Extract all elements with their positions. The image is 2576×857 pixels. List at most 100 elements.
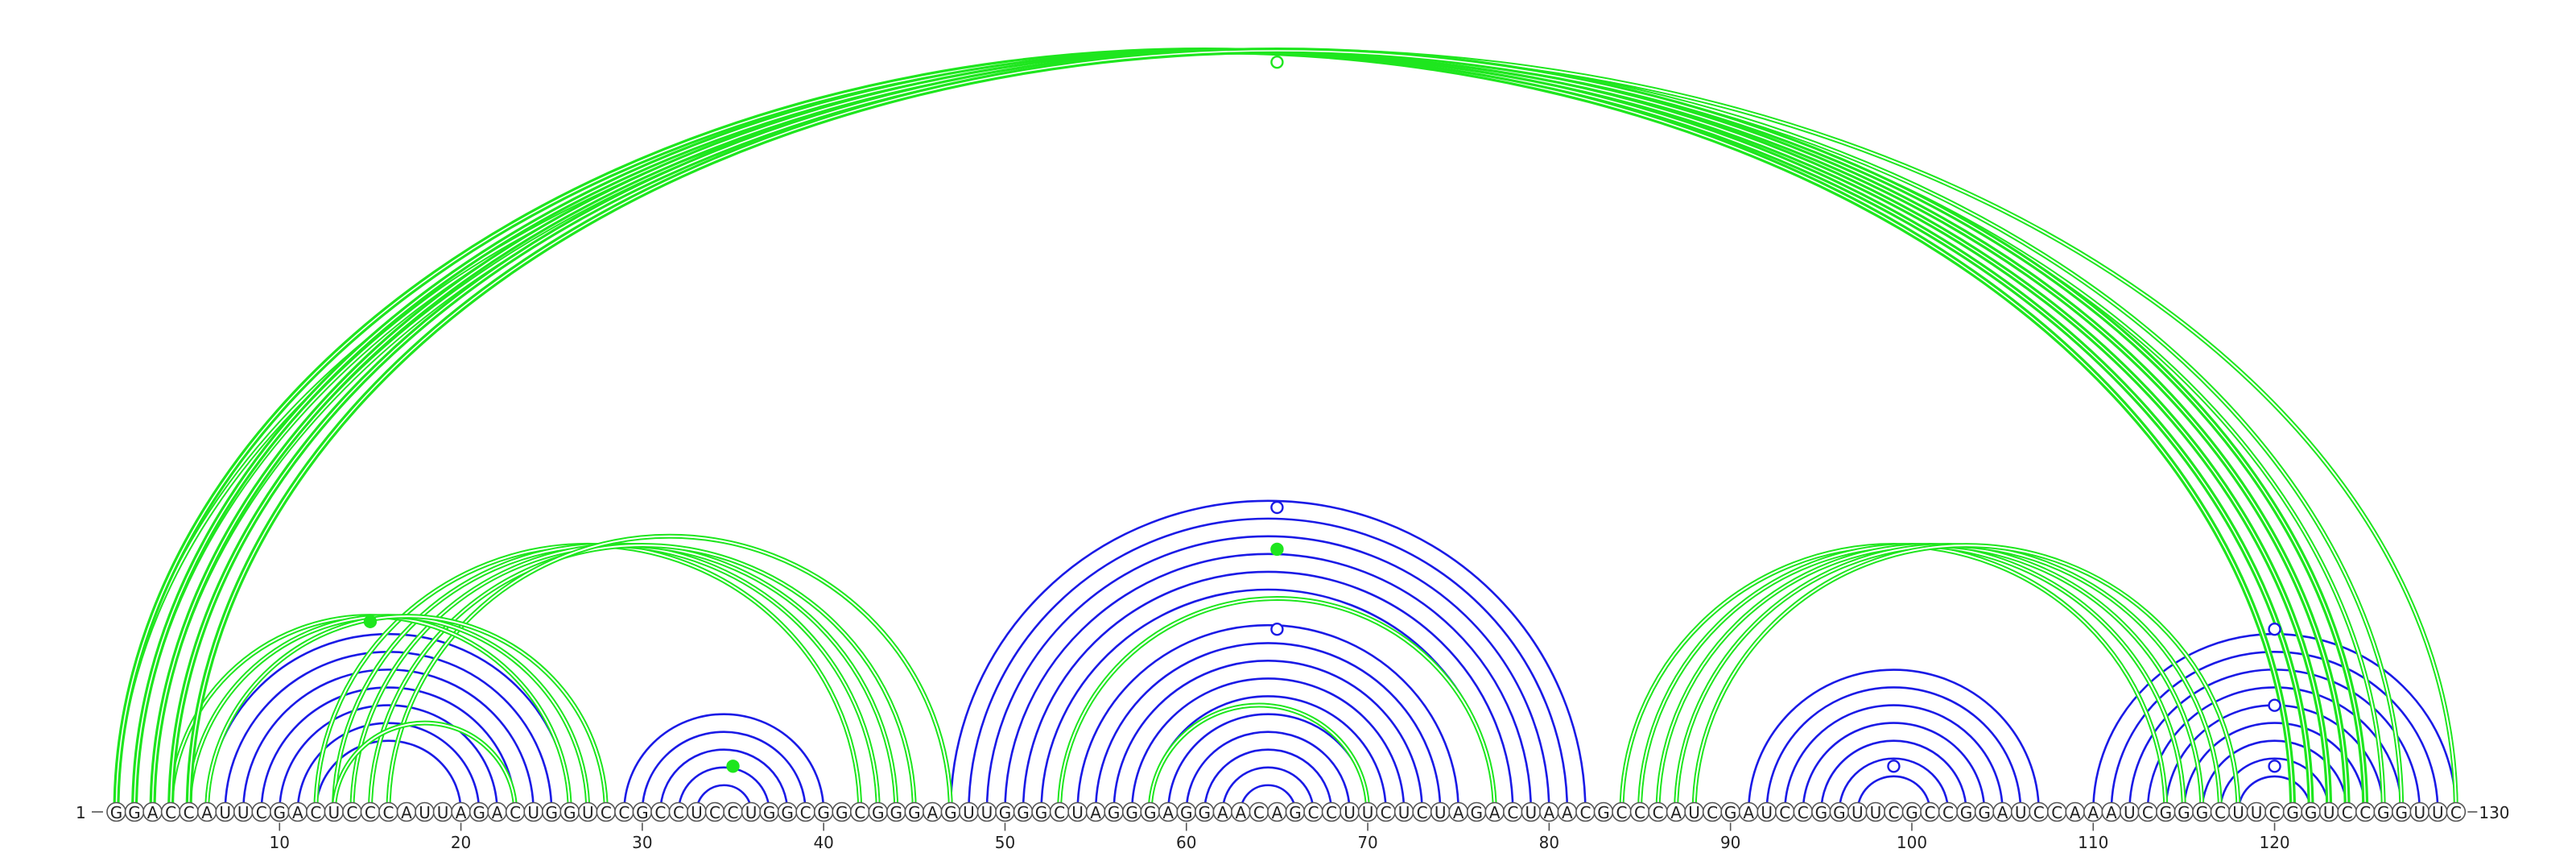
nucleotide: G xyxy=(940,801,961,822)
nucleotide: G xyxy=(541,801,562,822)
nucleotide: G xyxy=(632,801,653,822)
arc-marker xyxy=(1887,760,1901,773)
nucleotide-letter: G xyxy=(473,803,485,822)
nucleotide-letter: C xyxy=(1507,803,1518,822)
nucleotide: G xyxy=(1195,801,1215,822)
green-arc-inner-gap xyxy=(315,544,861,813)
nucleotide-letter: A xyxy=(1453,803,1464,822)
nucleotide: U xyxy=(233,801,254,822)
nucleotide-letter: C xyxy=(382,803,394,822)
nucleotide: C xyxy=(342,801,362,822)
nucleotide-letter: U xyxy=(582,803,594,822)
nucleotide-letter: U xyxy=(1852,803,1864,822)
blue-base-pair-arc xyxy=(1004,553,1533,813)
nucleotide-letter: C xyxy=(728,803,739,822)
nucleotide: G xyxy=(777,801,798,822)
nucleotide: G xyxy=(1720,801,1740,822)
nucleotide: G xyxy=(1956,801,1976,822)
nucleotide-letter: A xyxy=(1670,803,1682,822)
nucleotide: U xyxy=(577,801,598,822)
nucleotide-letter: U xyxy=(527,803,539,822)
nucleotide-letter: U xyxy=(2432,803,2444,822)
nucleotide-letter: U xyxy=(1398,803,1410,822)
nucleotide: A xyxy=(1085,801,1106,822)
arc-marker xyxy=(2268,698,2281,712)
nucleotide: A xyxy=(2101,801,2122,822)
nucleotide-letter: G xyxy=(1833,803,1846,822)
green-base-pair-arc xyxy=(1674,542,2223,813)
nucleotide: C xyxy=(2210,801,2231,822)
nucleotide: C xyxy=(795,801,815,822)
nucleotide-letter: U xyxy=(1071,803,1084,822)
nucleotide-letter: C xyxy=(1326,803,1337,822)
green-arc-inner-gap xyxy=(1639,544,2185,813)
nucleotide-letter: U xyxy=(2124,803,2136,822)
nucleotide: G xyxy=(106,801,126,822)
nucleotide-letter: U xyxy=(2413,803,2425,822)
nucleotide: U xyxy=(2010,801,2031,822)
nucleotide-letter: C xyxy=(654,803,666,822)
nucleotide: A xyxy=(396,801,417,822)
nucleotide-letter: A xyxy=(147,803,159,822)
nucleotide-letter: C xyxy=(1925,803,1936,822)
nucleotide: G xyxy=(2391,801,2412,822)
nucleotide: G xyxy=(995,801,1015,822)
green-arc-inner-gap xyxy=(1149,704,1369,813)
green-base-pair-arc xyxy=(1637,542,2186,813)
nucleotide-letter: A xyxy=(1236,803,1247,822)
sequence-start-label: 1 xyxy=(76,803,86,822)
nucleotide-circle xyxy=(2446,801,2467,822)
nucleotide: G xyxy=(1974,801,1995,822)
nucleotide-letter: G xyxy=(872,803,885,822)
nucleotide-letter: G xyxy=(564,803,576,822)
nucleotide: C xyxy=(160,801,181,822)
nucleotide: A xyxy=(1738,801,1759,822)
nucleotide-letter: C xyxy=(256,803,267,822)
blue-base-pair-arc xyxy=(1076,623,1460,813)
nucleotide: G xyxy=(832,801,852,822)
nucleotide-letter: C xyxy=(1253,803,1265,822)
sequence-axis: 1 130 xyxy=(76,803,2510,822)
nucleotide: G xyxy=(469,801,489,822)
nucleotide: C xyxy=(1884,801,1904,822)
nucleotide: A xyxy=(287,801,308,822)
tick-label: 100 xyxy=(1897,833,1927,852)
nucleotide: U xyxy=(1357,801,1378,822)
nucleotide: C xyxy=(1920,801,1940,822)
nucleotide: C xyxy=(1774,801,1795,822)
nucleotide: C xyxy=(505,801,526,822)
nucleotide: C xyxy=(1249,801,1269,822)
nucleotide-letter: C xyxy=(2450,803,2462,822)
tick-label: 120 xyxy=(2259,833,2289,852)
blue-base-pair-arc xyxy=(1166,713,1369,813)
nucleotide: C xyxy=(596,801,617,822)
nucleotide: C xyxy=(179,801,199,822)
nucleotide: U xyxy=(1430,801,1451,822)
nucleotide: G xyxy=(2301,801,2321,822)
nucleotide: U xyxy=(2428,801,2448,822)
nucleotide-letter: G xyxy=(1960,803,1973,822)
nucleotide: G xyxy=(1104,801,1124,822)
nucleotide-letter: A xyxy=(2087,803,2099,822)
blue-base-pair-arc xyxy=(1130,677,1406,813)
nucleotide-letter: G xyxy=(2286,803,2299,822)
blue-base-pair-arc xyxy=(1820,739,1967,813)
nucleotide-letter: G xyxy=(817,803,830,822)
arcs-layer xyxy=(117,51,2456,812)
nucleotide-letter: C xyxy=(1888,803,1899,822)
nucleotide-letter: U xyxy=(691,803,703,822)
nucleotide: U xyxy=(959,801,979,822)
green-pseudoknot-arc xyxy=(131,48,2314,813)
nucleotide-letter: A xyxy=(456,803,467,822)
nucleotide-letter: U xyxy=(1362,803,1374,822)
nucleotide-letter: G xyxy=(999,803,1012,822)
arc-marker xyxy=(2268,623,2281,636)
nucleotide: C xyxy=(1412,801,1432,822)
position-ticks: 10 20 30 40 50 60 70 80 90 100 110 120 xyxy=(270,822,2290,852)
nucleotide-letter: G xyxy=(2178,803,2190,822)
tick-label: 20 xyxy=(451,833,471,852)
nucleotide-letter: G xyxy=(1108,803,1121,822)
green-arc-inner-gap xyxy=(170,50,2348,813)
nucleotide-letter: G xyxy=(890,803,903,822)
